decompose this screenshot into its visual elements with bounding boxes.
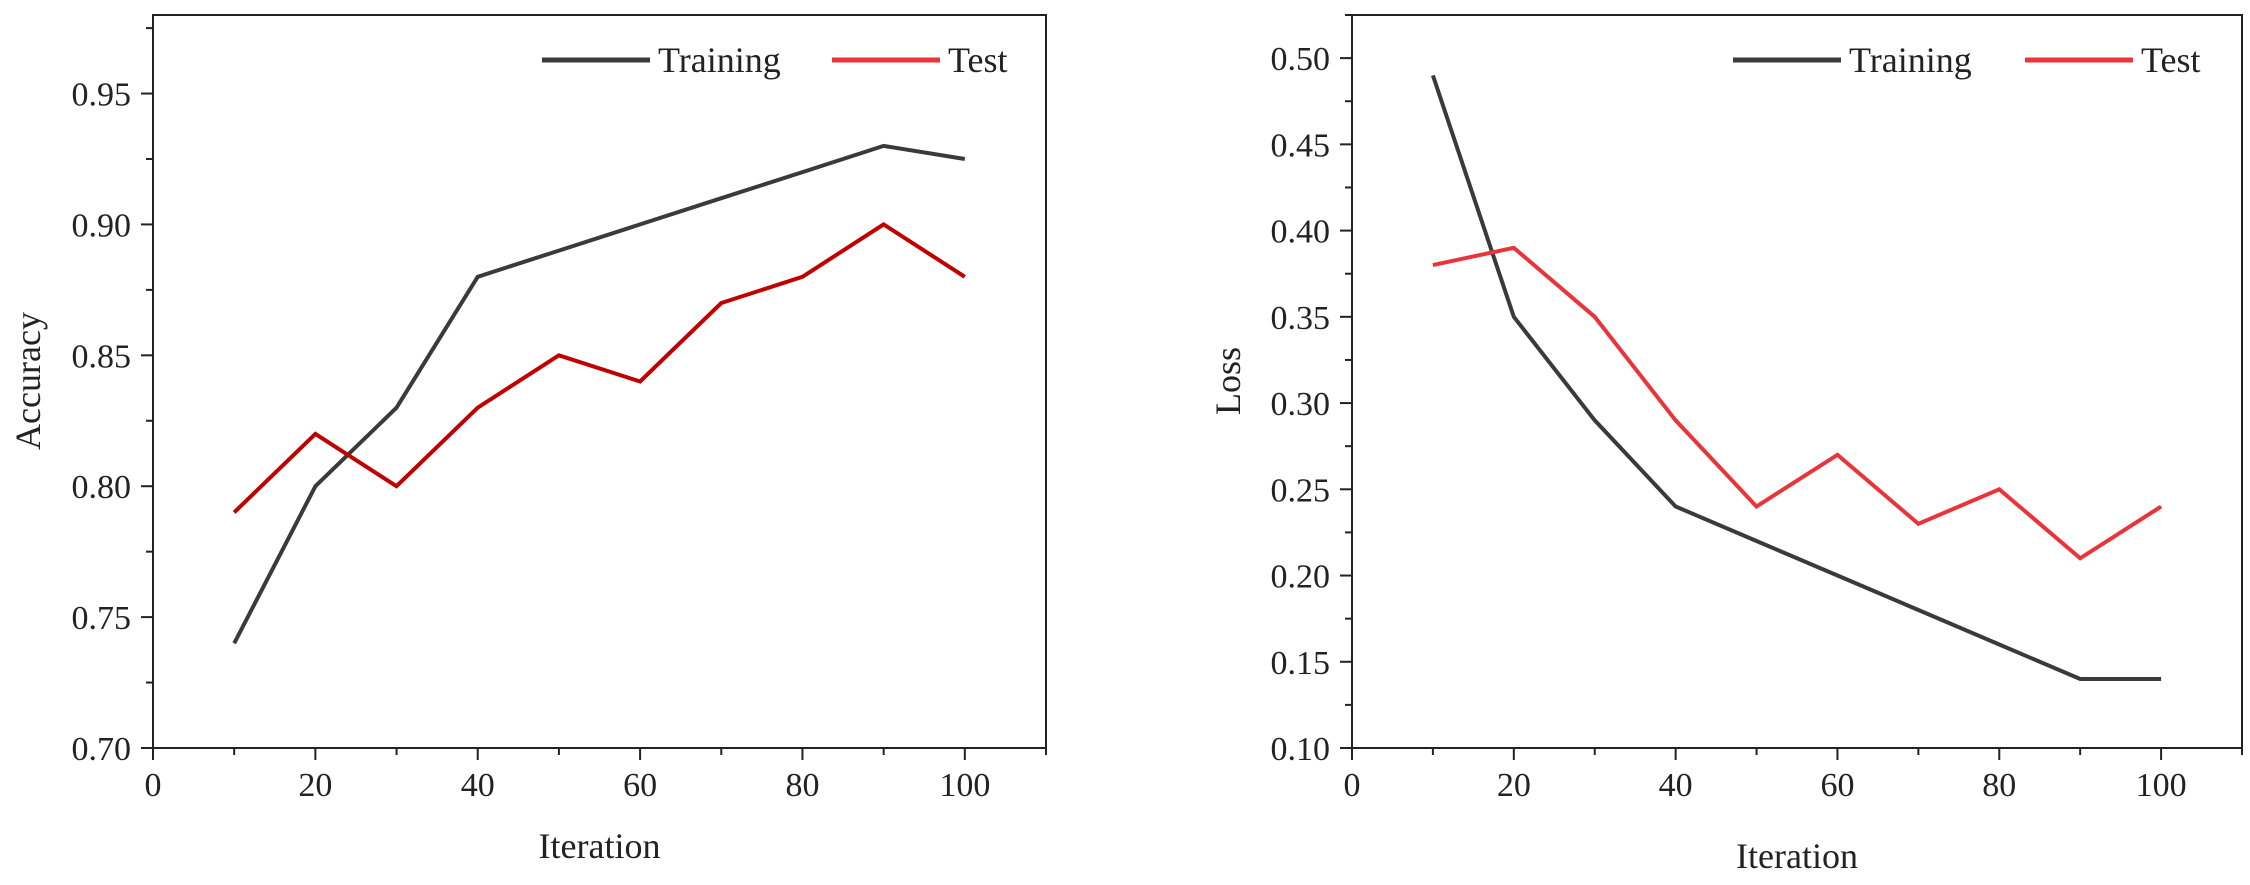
accuracy-y-tick-label: 0.70 (72, 731, 132, 768)
loss-y-tick-label: 0.20 (1271, 559, 1331, 596)
accuracy-x-tick-label: 40 (461, 767, 495, 804)
accuracy-x-tick-label: 60 (623, 767, 657, 804)
accuracy-y-tick-label: 0.85 (72, 338, 132, 375)
accuracy-x-tick-label: 80 (785, 767, 819, 804)
loss-x-tick-label: 60 (1820, 767, 1854, 804)
loss-test-line (1432, 245, 2163, 561)
loss-chart: 0 20 40 60 80 100 0.10 0.15 0.20 0.25 0.30 0.35 0.40… (1208, 14, 2243, 876)
loss-y-tick-label: 0.25 (1271, 472, 1331, 509)
accuracy-x-tick-label: 20 (298, 767, 332, 804)
loss-legend-label-training: Training (1849, 40, 1972, 80)
loss-x-tick-label: 20 (1497, 767, 1531, 804)
accuracy-x-tick-label: 0 (145, 767, 162, 804)
loss-x-axis-label: Iteration (1736, 836, 1858, 876)
accuracy-legend-label-test: Test (948, 40, 1007, 80)
accuracy-legend-label-training: Training (658, 40, 781, 80)
accuracy-x-tick-label: 100 (939, 767, 990, 804)
loss-plot-frame (1351, 14, 2243, 749)
accuracy-chart: 0 20 40 60 80 100 0.70 0.75 0.80 0.85 0.90 0.95 Iter… (8, 14, 1047, 866)
accuracy-y-tick-label: 0.75 (72, 600, 132, 637)
accuracy-y-axis-label: Accuracy (8, 312, 48, 450)
loss-training-line (1431, 74, 2162, 681)
accuracy-y-tick-label: 0.95 (72, 77, 132, 114)
accuracy-plot-frame (152, 14, 1047, 749)
loss-x-tick-label: 100 (2136, 767, 2187, 804)
loss-x-tick-label: 40 (1659, 767, 1693, 804)
loss-y-tick-label: 0.10 (1271, 731, 1331, 768)
accuracy-training-line (232, 143, 966, 645)
loss-y-tick-label: 0.40 (1271, 214, 1331, 251)
accuracy-test-line (232, 222, 966, 514)
accuracy-x-axis-label: Iteration (539, 826, 661, 866)
accuracy-y-tick-label: 0.90 (72, 207, 132, 244)
loss-y-tick-label: 0.30 (1271, 386, 1331, 423)
loss-x-tick-label: 80 (1982, 767, 2016, 804)
loss-y-axis-label: Loss (1208, 347, 1248, 415)
loss-y-tick-label: 0.50 (1271, 41, 1331, 78)
accuracy-y-tick-label: 0.80 (72, 469, 132, 506)
loss-y-tick-label: 0.35 (1271, 300, 1331, 337)
loss-legend-label-test: Test (2141, 40, 2200, 80)
loss-x-tick-label: 0 (1344, 767, 1361, 804)
loss-y-tick-label: 0.45 (1271, 127, 1331, 164)
loss-y-tick-label: 0.15 (1271, 645, 1331, 682)
